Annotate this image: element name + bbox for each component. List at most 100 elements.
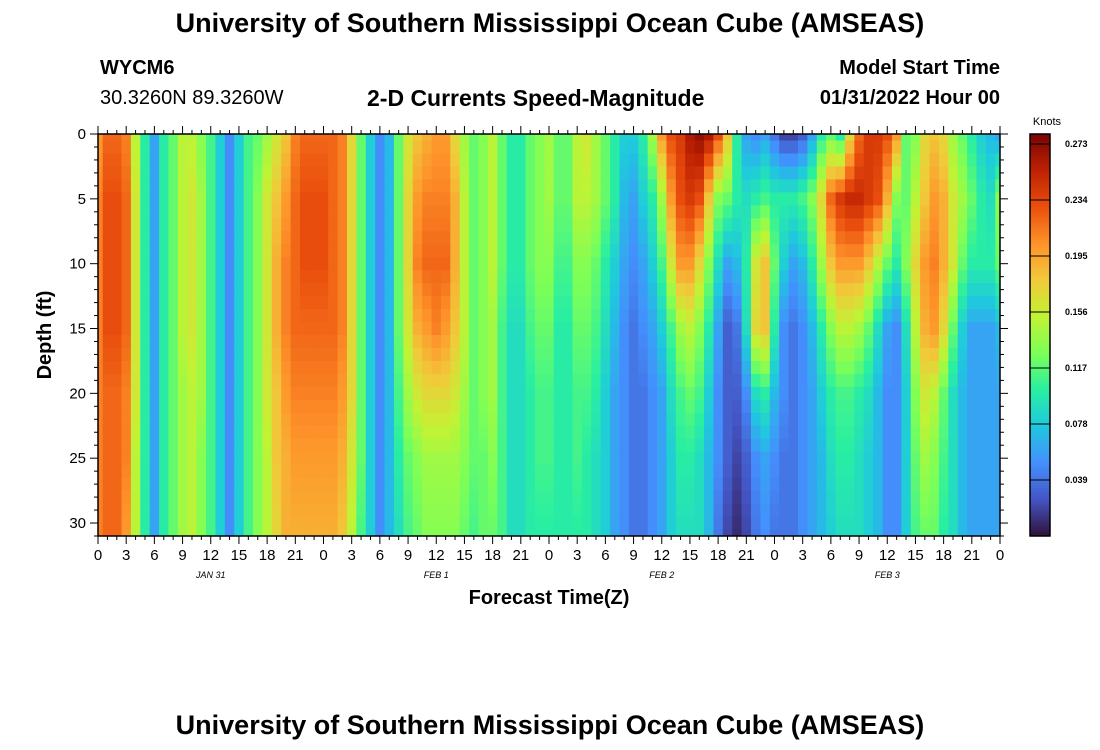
heatmap-cell [403, 360, 414, 375]
heatmap-cell [384, 244, 395, 258]
heatmap-cell [572, 347, 583, 362]
heatmap-cell [732, 516, 743, 531]
heatmap-cell [816, 516, 827, 531]
heatmap-cell [732, 134, 743, 142]
heatmap-cell [224, 477, 235, 492]
heatmap-cell [797, 309, 808, 323]
heatmap-cell [149, 270, 160, 284]
heatmap-cell [769, 166, 780, 180]
heatmap-cell [854, 477, 865, 492]
heatmap-cell [318, 218, 329, 232]
heatmap-cell [854, 425, 865, 440]
heatmap-cell [130, 244, 141, 258]
heatmap-cell [375, 347, 386, 362]
heatmap-cell [271, 503, 282, 518]
heatmap-cell [572, 270, 583, 284]
heatmap-cell [628, 283, 639, 297]
heatmap-cell [628, 166, 639, 180]
heatmap-cell [882, 386, 893, 401]
heatmap-cell [779, 270, 790, 284]
heatmap-cell [253, 140, 264, 155]
heatmap-cell [581, 134, 592, 142]
heatmap-cell [553, 153, 564, 168]
heatmap-cell [253, 412, 264, 427]
heatmap-cell [948, 322, 959, 336]
heatmap-cell [882, 490, 893, 505]
heatmap-cell [807, 257, 818, 271]
heatmap-cell [393, 296, 404, 310]
heatmap-cell [732, 257, 743, 271]
heatmap-cell [130, 153, 141, 168]
heatmap-cell [393, 451, 404, 466]
heatmap-cell [948, 386, 959, 401]
heatmap-cell [337, 399, 348, 414]
heatmap-cell [704, 192, 715, 206]
heatmap-cell [403, 134, 414, 142]
heatmap-cell [525, 205, 536, 219]
heatmap-cell [854, 347, 865, 362]
heatmap-cell [440, 322, 451, 336]
heatmap-cell [497, 335, 508, 349]
heatmap-cell [300, 231, 311, 245]
heatmap-cell [957, 283, 968, 297]
heatmap-cell [159, 309, 170, 323]
heatmap-cell [901, 425, 912, 440]
colorbar-scale [1029, 133, 1051, 537]
heatmap-cell [318, 179, 329, 193]
heatmap-cell [563, 347, 574, 362]
heatmap-cell [393, 218, 404, 232]
heatmap-cell [976, 490, 987, 505]
heatmap-cell [882, 192, 893, 206]
heatmap-cell [243, 270, 254, 284]
heatmap-cell [751, 192, 762, 206]
heatmap-cell [506, 192, 517, 206]
heatmap-cell [685, 477, 696, 492]
heatmap-cell [253, 134, 264, 142]
heatmap-cell [863, 503, 874, 518]
heatmap-cell [797, 373, 808, 388]
heatmap-cell [779, 309, 790, 323]
heatmap-cell [967, 399, 978, 414]
heatmap-cell [469, 296, 480, 310]
heatmap-cell [873, 244, 884, 258]
heatmap-cell [610, 360, 621, 375]
heatmap-cell [459, 516, 470, 531]
heatmap-cell [835, 283, 846, 297]
heatmap-cell [910, 153, 921, 168]
x-tick-label: 9 [629, 547, 637, 564]
heatmap-cell [591, 244, 602, 258]
heatmap-cell [187, 179, 198, 193]
heatmap-cell [694, 451, 705, 466]
heatmap-cell [403, 399, 414, 414]
heatmap-cell [337, 244, 348, 258]
heatmap-cell [741, 347, 752, 362]
heatmap-cell [600, 257, 611, 271]
heatmap-cell [844, 438, 855, 453]
heatmap-cell [844, 464, 855, 479]
heatmap-cell [98, 153, 104, 168]
heatmap-cell [685, 192, 696, 206]
heatmap-cell [873, 412, 884, 427]
heatmap-cell [995, 140, 1000, 155]
heatmap-cell [826, 322, 837, 336]
heatmap-cell [826, 244, 837, 258]
heatmap-cell [553, 360, 564, 375]
heatmap-cell [807, 360, 818, 375]
heatmap-cell [497, 153, 508, 168]
heatmap-cell [628, 451, 639, 466]
heatmap-cell [187, 529, 198, 536]
heatmap-cell [553, 425, 564, 440]
heatmap-cell [487, 205, 498, 219]
heatmap-cell [102, 412, 113, 427]
heatmap-cell [300, 360, 311, 375]
heatmap-cell [102, 218, 113, 232]
heatmap-cell [168, 464, 179, 479]
heatmap-cell [187, 490, 198, 505]
heatmap-cell [938, 244, 949, 258]
heatmap-cell [563, 192, 574, 206]
heatmap-cell [732, 296, 743, 310]
heatmap-cell [196, 296, 207, 310]
heatmap-cell [910, 386, 921, 401]
heatmap-cell [704, 322, 715, 336]
heatmap-cell [290, 296, 301, 310]
